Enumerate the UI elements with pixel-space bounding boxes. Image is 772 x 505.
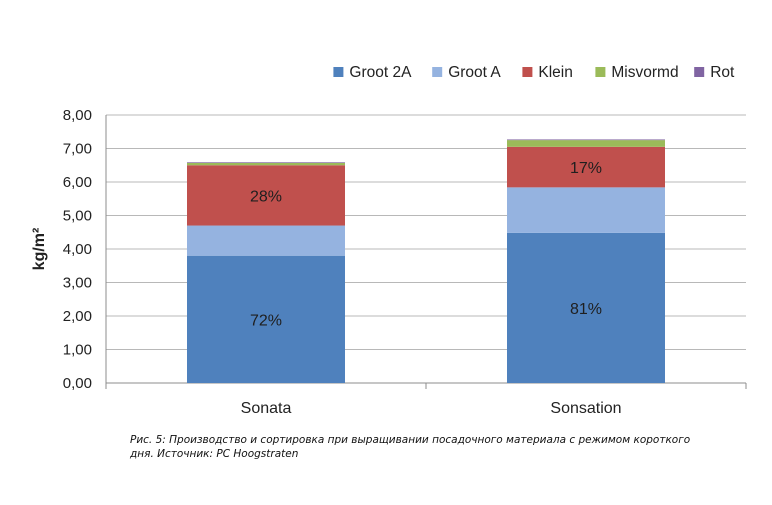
caption-line-2: дня. Источник: PC Hoogstraten: [130, 448, 299, 460]
x-category-label: Sonata: [241, 400, 292, 417]
bar-segment-rot: [187, 162, 345, 163]
data-label: 72%: [250, 312, 282, 329]
bar-segment-klein: [187, 165, 345, 226]
stacked-bar-chart: 0,00 1,00 2,00 3,00 4,00 5,00 6,00 7,00 8,00 kg/m…: [31, 64, 747, 417]
y-tick-label: 0,00: [63, 375, 92, 392]
legend-label: Misvormd: [611, 64, 678, 81]
y-tick-label: 1,00: [63, 342, 92, 359]
data-label: 81%: [570, 301, 602, 318]
legend-label: Klein: [538, 64, 572, 81]
bar-segment-groot-2a: [507, 232, 665, 383]
y-axis-title: kg/m²: [31, 228, 48, 271]
x-category-label: Sonsation: [550, 400, 621, 417]
legend-swatch: [595, 67, 606, 77]
legend-label: Groot 2A: [349, 64, 412, 81]
legend-label: Rot: [710, 64, 735, 81]
legend-label: Groot A: [448, 64, 501, 81]
legend-swatch: [522, 67, 533, 77]
data-label: 17%: [570, 160, 602, 177]
y-tick-label: 7,00: [63, 141, 92, 158]
y-tick-label: 2,00: [63, 308, 92, 325]
bar-segment-klein: [507, 146, 665, 188]
caption-line-1: Рис. 5: Производство и сортировка при вы…: [130, 434, 691, 446]
bar-segment-rot: [507, 139, 665, 141]
figure-caption: Рис. 5: Производство и сортировка при вы…: [130, 433, 730, 461]
bar-segment-groot-a: [187, 225, 345, 256]
data-label: 28%: [250, 188, 282, 205]
bar-segment-groot-2a: [187, 255, 345, 383]
y-tick-label: 6,00: [63, 174, 92, 191]
bar-segment-misvormd: [507, 140, 665, 147]
y-tick-label: 8,00: [63, 107, 92, 124]
legend-swatch: [333, 67, 344, 77]
bar-segment-groot-a: [507, 187, 665, 233]
bar-segment-misvormd: [187, 162, 345, 166]
y-tick-label: 5,00: [63, 208, 92, 225]
y-tick-label: 4,00: [63, 241, 92, 258]
legend-swatch: [432, 67, 443, 77]
legend-swatch: [694, 67, 705, 77]
y-tick-label: 3,00: [63, 275, 92, 292]
